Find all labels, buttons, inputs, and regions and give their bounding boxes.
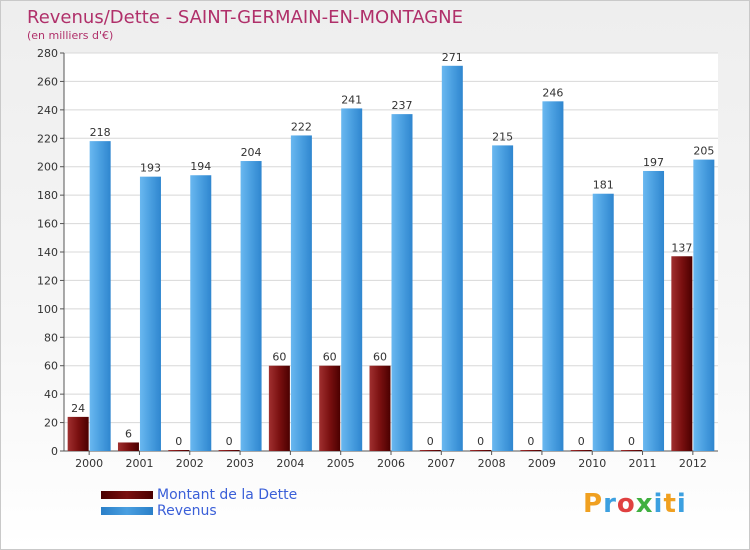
x-tick-label-2005: 2005 bbox=[327, 457, 355, 470]
bar-dette-2003 bbox=[218, 450, 240, 451]
bar-revenus-2006 bbox=[391, 114, 413, 451]
data-label-revenus-2002: 194 bbox=[190, 160, 211, 173]
y-tick-label-140: 140 bbox=[37, 246, 58, 259]
data-label-revenus-2005: 241 bbox=[341, 93, 362, 106]
data-label-revenus-2004: 222 bbox=[291, 120, 312, 133]
bar-dette-2006 bbox=[369, 365, 391, 451]
y-tick-label-0: 0 bbox=[51, 445, 58, 458]
x-tick-label-2008: 2008 bbox=[478, 457, 506, 470]
data-label-revenus-2009: 246 bbox=[542, 86, 563, 99]
x-tick-label-2001: 2001 bbox=[125, 457, 153, 470]
bar-revenus-2007 bbox=[441, 65, 463, 452]
data-label-dette-2001: 6 bbox=[125, 427, 132, 440]
bar-dette-2009 bbox=[520, 450, 542, 451]
bar-revenus-2005 bbox=[341, 108, 363, 451]
data-label-dette-2000: 24 bbox=[71, 402, 85, 415]
bar-dette-2011 bbox=[621, 450, 643, 451]
data-label-revenus-2000: 218 bbox=[90, 126, 111, 139]
bar-dette-2005 bbox=[319, 365, 341, 451]
data-label-revenus-2003: 204 bbox=[241, 146, 262, 159]
x-tick-label-2004: 2004 bbox=[276, 457, 304, 470]
y-tick-label-20: 20 bbox=[44, 417, 58, 430]
data-label-dette-2009: 0 bbox=[527, 435, 534, 448]
bar-revenus-2003 bbox=[240, 161, 262, 451]
data-label-dette-2010: 0 bbox=[578, 435, 585, 448]
bar-dette-2007 bbox=[419, 450, 441, 451]
x-tick-label-2010: 2010 bbox=[578, 457, 606, 470]
bar-dette-2000 bbox=[67, 416, 89, 451]
y-tick-label-260: 260 bbox=[37, 75, 58, 88]
data-label-dette-2003: 0 bbox=[226, 435, 233, 448]
y-tick-label-60: 60 bbox=[44, 360, 58, 373]
chart-subtitle: (en milliers d'€) bbox=[27, 29, 114, 42]
data-label-dette-2004: 60 bbox=[272, 351, 286, 364]
data-label-dette-2002: 0 bbox=[175, 435, 182, 448]
bar-dette-2004 bbox=[268, 365, 290, 451]
data-label-dette-2006: 60 bbox=[373, 351, 387, 364]
bar-dette-2002 bbox=[168, 450, 190, 451]
bar-revenus-2001 bbox=[139, 176, 161, 451]
x-tick-label-2012: 2012 bbox=[679, 457, 707, 470]
data-label-dette-2005: 60 bbox=[323, 351, 337, 364]
bar-revenus-2011 bbox=[643, 170, 665, 451]
bar-revenus-2004 bbox=[290, 135, 312, 451]
proxiti-logo: Proxiti bbox=[583, 489, 687, 519]
x-tick-label-2002: 2002 bbox=[176, 457, 204, 470]
y-tick-label-220: 220 bbox=[37, 132, 58, 145]
y-tick-label-160: 160 bbox=[37, 218, 58, 231]
y-tick-label-80: 80 bbox=[44, 331, 58, 344]
x-tick-label-2009: 2009 bbox=[528, 457, 556, 470]
data-label-revenus-2001: 193 bbox=[140, 162, 161, 175]
data-label-dette-2008: 0 bbox=[477, 435, 484, 448]
legend-swatch-dette bbox=[101, 491, 153, 499]
data-label-revenus-2006: 237 bbox=[392, 99, 413, 112]
y-tick-label-200: 200 bbox=[37, 161, 58, 174]
bar-revenus-2002 bbox=[190, 175, 212, 451]
legend-label-revenus: Revenus bbox=[157, 503, 217, 519]
bar-revenus-2008 bbox=[492, 145, 514, 451]
x-tick-label-2007: 2007 bbox=[427, 457, 455, 470]
x-tick-label-2003: 2003 bbox=[226, 457, 254, 470]
data-label-revenus-2007: 271 bbox=[442, 51, 463, 64]
data-label-dette-2012: 137 bbox=[671, 241, 692, 254]
data-label-revenus-2012: 205 bbox=[693, 145, 714, 158]
data-label-dette-2011: 0 bbox=[628, 435, 635, 448]
y-tick-label-120: 120 bbox=[37, 274, 58, 287]
x-tick-label-2006: 2006 bbox=[377, 457, 405, 470]
data-label-dette-2007: 0 bbox=[427, 435, 434, 448]
legend-label-dette: Montant de la Dette bbox=[157, 487, 298, 503]
legend-swatch-revenus bbox=[101, 507, 153, 515]
bar-revenus-2012 bbox=[693, 159, 715, 451]
chart-title: Revenus/Dette - SAINT-GERMAIN-EN-MONTAGN… bbox=[27, 7, 463, 28]
data-label-revenus-2008: 215 bbox=[492, 130, 513, 143]
x-tick-label-2000: 2000 bbox=[75, 457, 103, 470]
y-tick-label-240: 240 bbox=[37, 104, 58, 117]
bar-revenus-2010 bbox=[592, 193, 614, 451]
bar-dette-2008 bbox=[470, 450, 492, 451]
bar-dette-2012 bbox=[671, 256, 693, 451]
bar-revenus-2000 bbox=[89, 141, 111, 451]
bar-dette-2001 bbox=[117, 442, 139, 451]
y-tick-label-180: 180 bbox=[37, 189, 58, 202]
y-tick-label-280: 280 bbox=[37, 47, 58, 60]
y-tick-label-40: 40 bbox=[44, 388, 58, 401]
x-tick-label-2011: 2011 bbox=[629, 457, 657, 470]
data-label-revenus-2010: 181 bbox=[593, 179, 614, 192]
data-label-revenus-2011: 197 bbox=[643, 156, 664, 169]
bar-revenus-2009 bbox=[542, 101, 564, 451]
bar-dette-2010 bbox=[570, 450, 592, 451]
y-tick-label-100: 100 bbox=[37, 303, 58, 316]
